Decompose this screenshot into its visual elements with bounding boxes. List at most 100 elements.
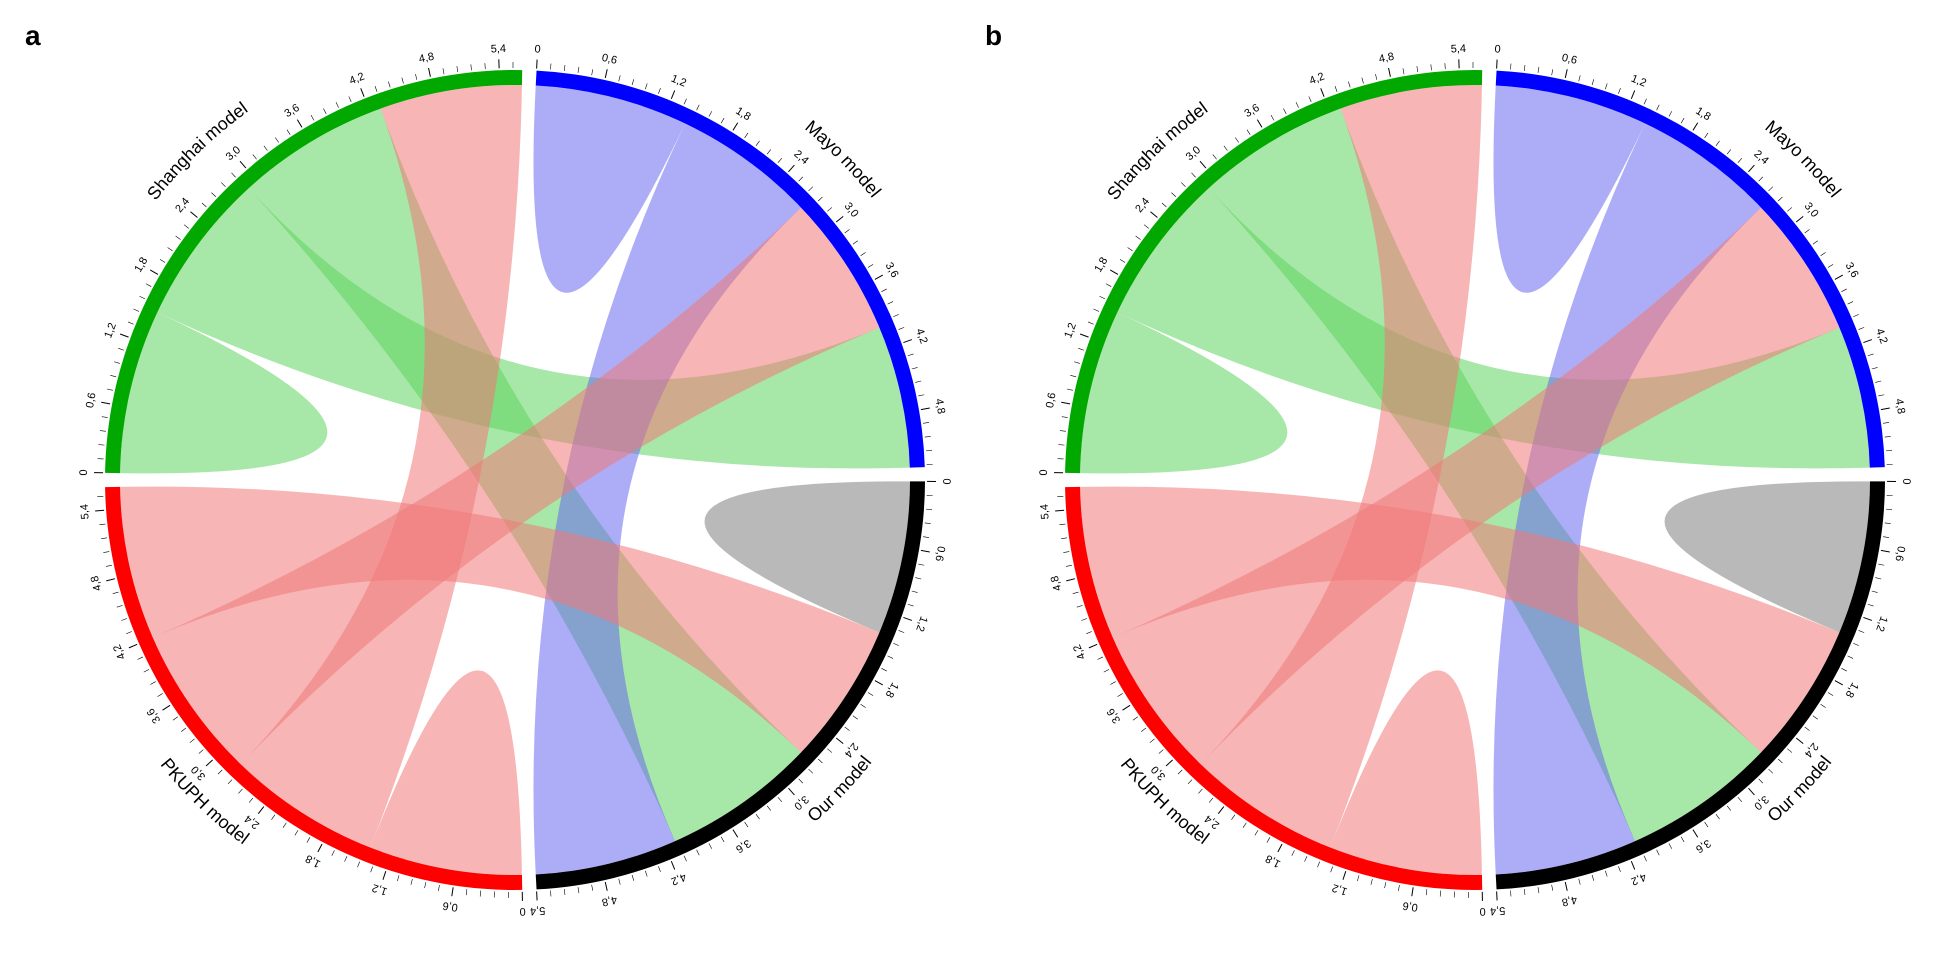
tick bbox=[1787, 207, 1792, 211]
chord-diagram-b: 00,61,21,82,43,03,64,24,85,400,61,21,82,… bbox=[985, 20, 1935, 940]
tick bbox=[1078, 348, 1084, 350]
tick bbox=[1552, 69, 1553, 75]
tick bbox=[425, 882, 426, 888]
tick-label: 1,8 bbox=[733, 105, 752, 123]
tick-label: 4,2 bbox=[1873, 327, 1889, 345]
tick-label: 0 bbox=[1900, 478, 1912, 484]
tick bbox=[1727, 806, 1731, 811]
tick bbox=[1398, 885, 1399, 891]
tick bbox=[605, 882, 607, 891]
tick-label: 3,6 bbox=[282, 102, 301, 120]
tick bbox=[1283, 108, 1286, 113]
tick bbox=[1769, 769, 1773, 773]
tick-label: 2,4 bbox=[173, 196, 192, 215]
tick-label: 1,2 bbox=[1062, 321, 1079, 340]
tick bbox=[697, 105, 700, 110]
tick bbox=[1141, 728, 1146, 732]
tick bbox=[1089, 644, 1097, 648]
tick bbox=[592, 885, 593, 891]
tick bbox=[1875, 578, 1881, 579]
tick bbox=[1066, 579, 1075, 581]
tick bbox=[903, 340, 911, 343]
tick bbox=[619, 75, 621, 81]
tick bbox=[809, 187, 813, 191]
tick-label: 4,8 bbox=[418, 51, 435, 66]
tick-label: 3,6 bbox=[1242, 102, 1261, 120]
tick bbox=[228, 780, 232, 784]
tick bbox=[550, 64, 551, 70]
panel-a: a 00,61,21,82,43,03,64,24,85,400,61,21,8… bbox=[25, 20, 975, 945]
tick bbox=[295, 830, 298, 835]
tick bbox=[1778, 759, 1782, 763]
tick bbox=[1385, 882, 1386, 888]
tick bbox=[1178, 770, 1182, 774]
tick bbox=[1759, 779, 1763, 783]
tick bbox=[888, 302, 893, 305]
tick bbox=[709, 111, 712, 116]
tick bbox=[336, 102, 339, 107]
tick-label: 0 bbox=[1494, 43, 1501, 55]
tick bbox=[1198, 789, 1202, 793]
tick bbox=[1524, 889, 1525, 895]
tick bbox=[1088, 322, 1094, 324]
tick bbox=[397, 875, 399, 881]
tick bbox=[1796, 216, 1803, 222]
tick-label: 3,0 bbox=[1184, 144, 1203, 163]
tick-label: 0,6 bbox=[601, 52, 619, 67]
tick bbox=[1885, 436, 1891, 437]
tick bbox=[1150, 212, 1157, 218]
tick-label: 4,2 bbox=[348, 70, 367, 87]
tick bbox=[1375, 74, 1376, 80]
tick bbox=[1796, 738, 1803, 744]
tick bbox=[1538, 887, 1539, 893]
tick bbox=[1875, 381, 1881, 382]
panel-a-label: a bbox=[25, 20, 41, 52]
tick bbox=[578, 887, 579, 893]
tick bbox=[578, 67, 579, 73]
tick bbox=[1868, 354, 1874, 356]
tick bbox=[836, 216, 843, 222]
tick bbox=[126, 631, 132, 633]
tick bbox=[564, 889, 565, 895]
tick-label: 3,6 bbox=[1105, 706, 1123, 725]
tick bbox=[206, 760, 213, 766]
tick bbox=[1171, 193, 1175, 197]
panel-b-label: b bbox=[985, 20, 1002, 52]
tick-label: 1,2 bbox=[371, 881, 389, 897]
tick bbox=[211, 193, 215, 197]
tick bbox=[1705, 133, 1708, 138]
tick-label: 1,8 bbox=[1092, 255, 1110, 274]
tick bbox=[921, 408, 930, 410]
tick bbox=[1426, 889, 1427, 895]
tick bbox=[199, 750, 204, 754]
tick bbox=[1060, 431, 1066, 432]
tick bbox=[918, 395, 924, 396]
tick bbox=[190, 739, 195, 743]
tick bbox=[592, 69, 593, 75]
tick bbox=[107, 389, 113, 390]
tick bbox=[921, 550, 930, 552]
tick bbox=[1166, 760, 1173, 766]
tick-label: 1,2 bbox=[102, 321, 119, 340]
tick bbox=[632, 875, 634, 881]
tick-label: 2,4 bbox=[791, 148, 810, 167]
tick bbox=[853, 716, 858, 719]
tick bbox=[1859, 630, 1865, 632]
tick bbox=[875, 681, 883, 685]
tick-label: 1,2 bbox=[1629, 73, 1648, 90]
tick bbox=[1813, 716, 1818, 719]
tick-label: 0,6 bbox=[1893, 545, 1907, 562]
tick bbox=[158, 694, 163, 697]
tick bbox=[1769, 187, 1773, 191]
tick bbox=[788, 788, 794, 795]
tick bbox=[845, 229, 850, 233]
tick bbox=[671, 90, 674, 98]
tick bbox=[645, 83, 647, 89]
tick bbox=[733, 830, 738, 838]
tick bbox=[146, 284, 151, 287]
tick bbox=[1133, 717, 1138, 720]
tick bbox=[1371, 879, 1372, 885]
tick bbox=[1073, 592, 1079, 594]
tick bbox=[106, 565, 112, 566]
tick bbox=[1247, 130, 1250, 135]
